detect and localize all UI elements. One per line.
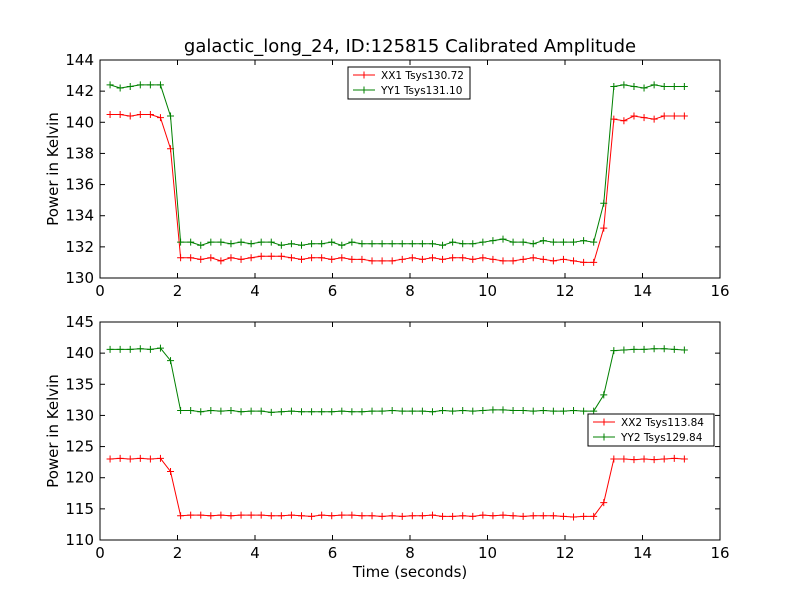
x-tick-label: 10 xyxy=(478,544,497,562)
y-tick-label: 138 xyxy=(65,144,94,162)
y-tick-label: 142 xyxy=(65,82,94,100)
x-tick-label: 6 xyxy=(328,282,338,300)
legend-label: YY2 Tsys129.84 xyxy=(620,432,703,444)
x-tick-label: 16 xyxy=(710,282,729,300)
x-tick-label: 12 xyxy=(555,544,574,562)
x-tick-label: 14 xyxy=(633,282,652,300)
legend: XX2 Tsys113.84 YY2 Tsys129.84 xyxy=(588,414,714,446)
y-tick-label: 140 xyxy=(65,344,94,362)
legend-label: XX1 Tsys130.72 xyxy=(381,70,464,82)
x-tick-label: 16 xyxy=(710,544,729,562)
legend-label: YY1 Tsys131.10 xyxy=(380,85,462,97)
x-tick-label: 4 xyxy=(250,282,260,300)
x-tick-label: 2 xyxy=(173,282,183,300)
y-tick-label: 134 xyxy=(65,207,94,225)
x-tick-label: 2 xyxy=(173,544,183,562)
x-tick-label: 8 xyxy=(405,544,415,562)
x-tick-label: 6 xyxy=(328,544,338,562)
x-tick-label: 8 xyxy=(405,282,415,300)
y-tick-label: 144 xyxy=(65,51,94,69)
x-axis-label: Time (seconds) xyxy=(352,563,468,581)
y-tick-label: 135 xyxy=(65,375,94,393)
y-tick-label: 115 xyxy=(65,500,94,518)
y-tick-label: 140 xyxy=(65,113,94,131)
x-tick-label: 0 xyxy=(95,544,105,562)
y-tick-label: 120 xyxy=(65,469,94,487)
x-tick-label: 12 xyxy=(555,282,574,300)
y-tick-label: 130 xyxy=(65,269,94,287)
x-tick-label: 0 xyxy=(95,282,105,300)
legend: XX1 Tsys130.72 YY1 Tsys131.10 xyxy=(348,67,470,99)
x-tick-label: 14 xyxy=(633,544,652,562)
x-tick-label: 10 xyxy=(478,282,497,300)
y-tick-label: 132 xyxy=(65,238,94,256)
chart-title: galactic_long_24, ID:125815 Calibrated A… xyxy=(184,36,636,57)
y-axis-label: Power in Kelvin xyxy=(44,374,62,488)
y-axis-label: Power in Kelvin xyxy=(44,112,62,226)
legend-label: XX2 Tsys113.84 xyxy=(621,417,704,429)
y-tick-label: 136 xyxy=(65,176,94,194)
y-tick-label: 130 xyxy=(65,406,94,424)
y-tick-label: 110 xyxy=(65,531,94,549)
y-tick-label: 125 xyxy=(65,438,94,456)
y-tick-label: 145 xyxy=(65,313,94,331)
x-tick-label: 4 xyxy=(250,544,260,562)
